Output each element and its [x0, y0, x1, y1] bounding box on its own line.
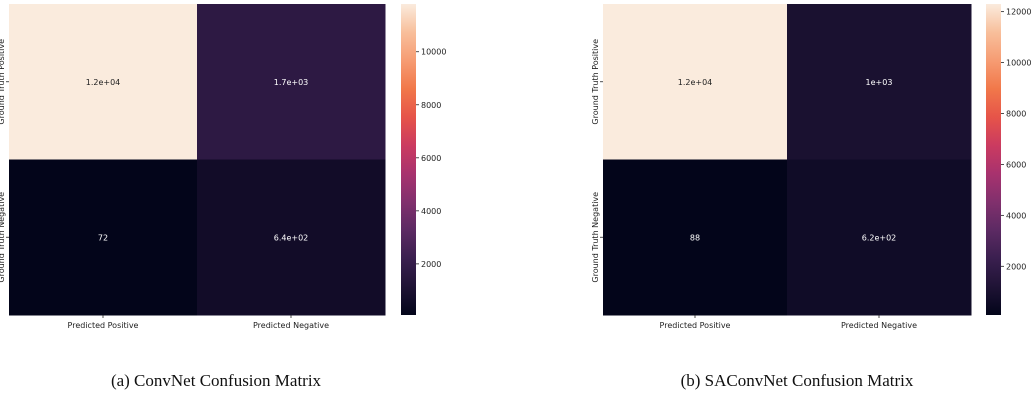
- heatmap-cell: [603, 4, 788, 160]
- cell-annotation: 1.2e+04: [678, 78, 713, 87]
- colorbar-tick-label: 6000: [1006, 160, 1026, 169]
- x-tick-label: Predicted Negative: [841, 321, 917, 330]
- cell-annotation: 6.4e+02: [274, 233, 309, 242]
- cell-annotation: 72: [98, 233, 108, 242]
- colorbar-tick-label: 4000: [1006, 211, 1026, 220]
- figure-caption: (b) SAConvNet Confusion Matrix: [681, 371, 914, 390]
- cell-annotation: 6.2e+02: [862, 233, 897, 242]
- colorbar-tick-label: 10000: [421, 48, 446, 57]
- cell-annotation: 1.7e+03: [274, 78, 309, 87]
- x-tick-label: Predicted Positive: [660, 321, 731, 330]
- cell-annotation: 1.2e+04: [86, 78, 121, 87]
- cell-annotation: 1e+03: [866, 78, 893, 87]
- heatmap-cell: [9, 4, 198, 160]
- y-tick-label: Ground Truth Positive: [591, 39, 600, 125]
- confusion-matrix-2: 1.2e+04 1e+03 88 6.2e+02 Predicted Positive P…: [591, 4, 1031, 390]
- colorbar-tick-label: 2000: [421, 260, 441, 269]
- colorbar-tick-label: 2000: [1006, 262, 1026, 271]
- heatmap-cell: [787, 4, 972, 160]
- colorbar: [401, 4, 416, 315]
- colorbar-tick-label: 8000: [1006, 110, 1026, 119]
- heatmap-cell: [787, 159, 972, 316]
- heatmap-cell: [197, 159, 386, 316]
- heatmap-cell: [603, 159, 788, 316]
- heatmap-cell: [197, 4, 386, 160]
- y-tick-label: Ground Truth Negative: [591, 192, 600, 283]
- colorbar-tick-label: 6000: [421, 154, 441, 163]
- x-tick-label: Predicted Positive: [68, 321, 139, 330]
- y-tick-label: Ground Truth Negative: [0, 192, 6, 283]
- confusion-matrix-1: 1.2e+04 1.7e+03 72 6.4e+02 Predicted Positiv…: [0, 4, 446, 390]
- cell-annotation: 88: [690, 233, 700, 242]
- colorbar-tick-label: 4000: [421, 207, 441, 216]
- colorbar-tick-label: 10000: [1006, 59, 1031, 68]
- colorbar: [986, 4, 1001, 315]
- x-tick-label: Predicted Negative: [253, 321, 329, 330]
- figure-caption: (a) ConvNet Confusion Matrix: [111, 371, 322, 390]
- y-tick-label: Ground Truth Positive: [0, 39, 6, 125]
- heatmap-cell: [9, 159, 198, 316]
- colorbar-tick-label: 8000: [421, 101, 441, 110]
- colorbar-tick-label: 12000: [1006, 8, 1031, 17]
